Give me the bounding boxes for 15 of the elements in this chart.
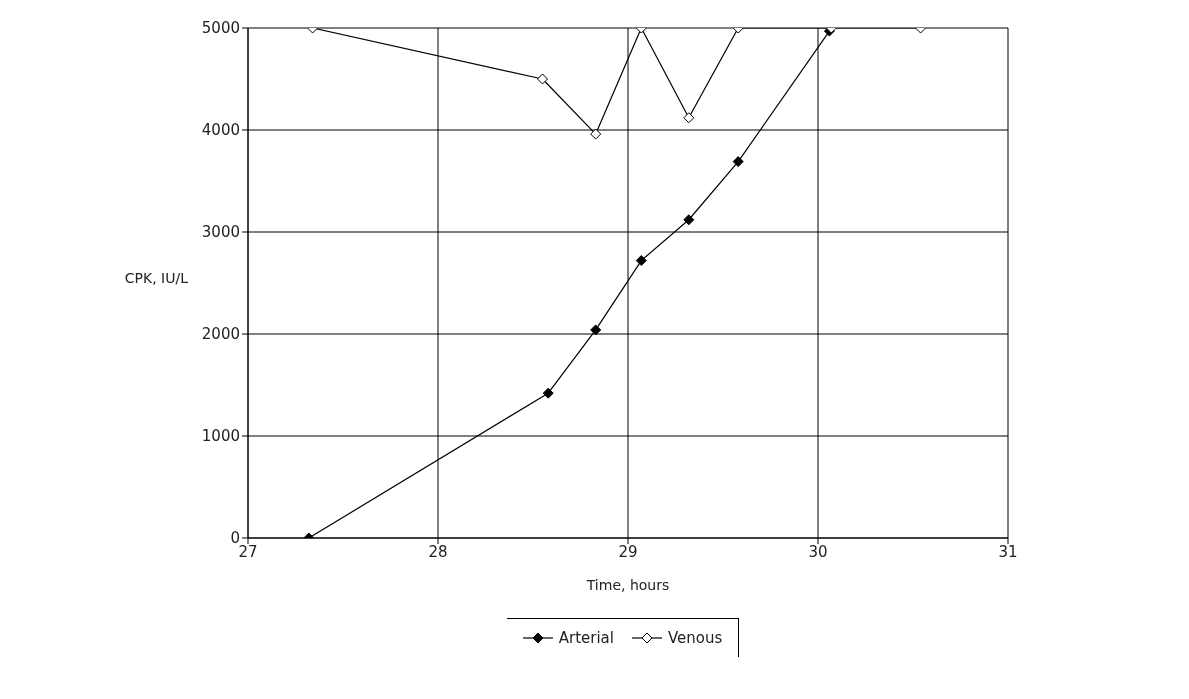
x-tick-label: 31	[998, 542, 1018, 561]
y-tick-label: 4000	[201, 121, 240, 140]
legend-label: Arterial	[558, 629, 614, 647]
y-tick-label: 3000	[201, 223, 240, 242]
y-tick-label: 1000	[201, 427, 240, 446]
x-axis-title: Time, hours	[585, 577, 670, 593]
y-tick-label: 2000	[201, 325, 240, 344]
legend-label: Venous	[667, 629, 723, 647]
x-tick-label: 30	[808, 542, 828, 561]
y-axis-title: CPK, IU/L	[123, 270, 188, 286]
x-tick-label: 27	[238, 542, 258, 561]
y-tick-label: 0	[230, 529, 240, 548]
x-tick-label: 28	[428, 542, 448, 561]
x-tick-label: 29	[618, 542, 638, 561]
y-tick-label: 5000	[201, 19, 240, 38]
